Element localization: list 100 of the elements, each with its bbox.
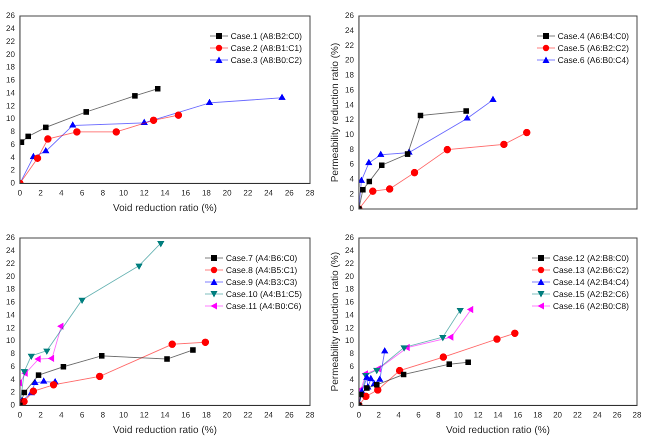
legend-label: Case.5 (A6:B2:C2) <box>558 42 629 54</box>
x-tick-label: 18 <box>202 410 212 419</box>
y-tick-label: 4 <box>10 374 16 384</box>
y-tick-label: 26 <box>6 232 16 242</box>
y-tick-label: 10 <box>6 114 16 124</box>
y-tick-label: 2 <box>10 387 16 396</box>
x-tick-label: 6 <box>80 188 85 198</box>
y-tick-label: 0 <box>10 178 16 188</box>
x-tick-label: 16 <box>513 410 523 419</box>
legend-label: Case.3 (A8:B0:C2) <box>230 54 302 66</box>
y-tick-label: 4 <box>10 152 16 162</box>
y-tick-label: 20 <box>6 50 16 59</box>
y-tick-label: 26 <box>344 11 354 20</box>
x-tick-label: 4 <box>59 188 64 198</box>
x-tick-label: 8 <box>100 188 106 198</box>
x-tick-label: 2 <box>38 188 44 198</box>
y-tick-label: 10 <box>344 130 354 139</box>
legend-label: Case.7 (A4:B6:C0) <box>226 252 298 264</box>
x-tick-label: 18 <box>202 188 212 198</box>
x-tick-label: 4 <box>59 410 64 419</box>
y-tick-label: 8 <box>10 348 16 358</box>
x-tick-label: 10 <box>119 410 128 419</box>
x-tick-label: 20 <box>222 410 232 419</box>
y-tick-label: 20 <box>6 271 16 280</box>
y-tick-label: 18 <box>344 70 354 80</box>
x-tick-label: 26 <box>284 188 294 198</box>
legend-label: Case.6 (A6:B0:C4) <box>558 54 629 66</box>
y-tick-label: 12 <box>344 115 354 124</box>
x-tick-label: 20 <box>222 188 232 198</box>
x-axis-title: Void reduction ratio (%) <box>446 424 550 436</box>
x-tick-label: 2 <box>376 410 382 419</box>
legend-label: Case.4 (A6:B4:C0) <box>558 30 629 42</box>
x-tick-label: 16 <box>181 188 191 198</box>
y-tick-label: 4 <box>349 374 354 384</box>
x-tick-label: 22 <box>243 410 253 419</box>
y-tick-label: 0 <box>10 400 16 410</box>
y-tick-label: 16 <box>6 297 16 306</box>
y-axis-title: Permeability reduction ratio (%) <box>330 251 341 391</box>
x-tick-label: 4 <box>396 410 402 419</box>
x-tick-label: 12 <box>474 410 484 419</box>
x-tick-label: 22 <box>243 188 253 198</box>
x-tick-label: 28 <box>632 410 642 419</box>
y-tick-label: 20 <box>344 271 354 280</box>
y-tick-label: 18 <box>344 284 354 294</box>
y-tick-label: 16 <box>344 297 354 306</box>
x-tick-label: 10 <box>454 410 464 419</box>
x-tick-label: 0 <box>18 410 23 419</box>
x-tick-label: 26 <box>612 410 622 419</box>
y-tick-label: 6 <box>10 140 16 149</box>
legend-label: Case.8 (A4:B5:C1) <box>226 264 298 276</box>
x-tick-label: 22 <box>572 410 582 419</box>
x-tick-label: 14 <box>160 188 170 198</box>
y-tick-label: 8 <box>349 348 354 358</box>
x-tick-label: 16 <box>181 410 191 419</box>
y-tick-label: 10 <box>6 336 16 345</box>
legend-label: Case.16 (A2:B0:C8) <box>552 300 629 312</box>
y-tick-label: 22 <box>6 36 16 46</box>
legend-label: Case.14 (A2:B4:C4) <box>552 276 629 288</box>
legend-label: Case.10 (A4:B1:C5) <box>226 288 302 300</box>
x-tick-label: 10 <box>119 188 128 198</box>
legend-label: Case.12 (A2:B8:C0) <box>552 252 629 264</box>
y-tick-label: 12 <box>6 322 16 332</box>
y-tick-label: 6 <box>349 361 354 370</box>
y-tick-label: 2 <box>10 166 16 175</box>
x-axis-title: Void reduction ratio (%) <box>112 424 217 436</box>
y-tick-label: 26 <box>344 232 354 242</box>
y-tick-label: 26 <box>6 11 16 20</box>
legend-label: Case.15 (A2:B2:C6) <box>552 288 629 300</box>
legend-label: Case.9 (A4:B3:C3) <box>226 276 298 288</box>
x-tick-label: 6 <box>416 410 422 419</box>
x-tick-label: 8 <box>100 410 106 419</box>
x-tick-label: 20 <box>553 410 563 419</box>
x-tick-label: 28 <box>306 410 315 419</box>
x-tick-label: 12 <box>140 410 150 419</box>
x-tick-label: 26 <box>284 410 294 419</box>
y-tick-label: 22 <box>344 40 354 50</box>
x-tick-label: 0 <box>356 410 362 419</box>
y-tick-label: 24 <box>6 246 16 255</box>
legend-label: Case.2 (A8:B1:C1) <box>230 42 302 54</box>
y-tick-label: 14 <box>344 310 354 319</box>
y-tick-label: 6 <box>349 160 354 169</box>
y-tick-label: 24 <box>344 26 354 36</box>
y-tick-label: 10 <box>344 336 354 345</box>
legend-label: Case.11 (A4:B0:C6) <box>226 300 302 312</box>
legend-label: Case.1 (A8:B2:C0) <box>230 30 302 42</box>
x-tick-label: 8 <box>436 410 442 419</box>
y-tick-label: 0 <box>349 400 354 410</box>
y-tick-label: 16 <box>6 76 16 85</box>
x-tick-label: 14 <box>160 410 170 419</box>
y-tick-label: 24 <box>344 246 354 255</box>
y-tick-label: 18 <box>6 284 16 294</box>
y-tick-label: 20 <box>344 56 354 65</box>
x-tick-label: 6 <box>80 410 85 419</box>
x-tick-label: 12 <box>140 188 150 198</box>
y-tick-label: 14 <box>6 88 16 98</box>
y-tick-label: 0 <box>349 204 354 214</box>
y-tick-label: 12 <box>6 101 16 110</box>
x-tick-label: 18 <box>533 410 543 419</box>
legend-label: Case.13 (A2:B6:C2) <box>552 264 629 276</box>
y-tick-label: 14 <box>344 100 354 110</box>
